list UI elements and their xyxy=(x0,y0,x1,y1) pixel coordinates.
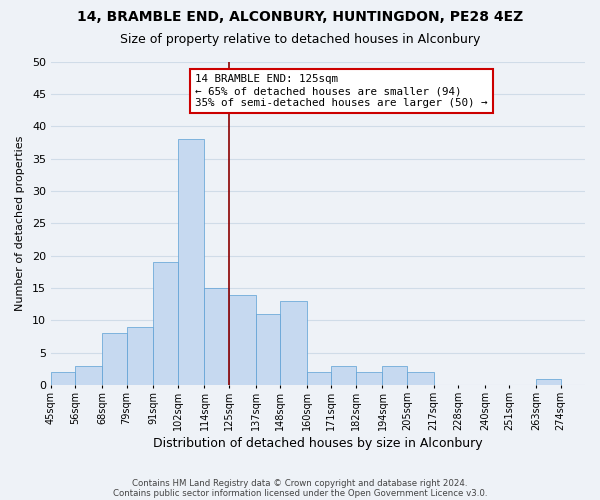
Bar xyxy=(331,366,356,385)
Bar xyxy=(76,366,102,385)
Bar xyxy=(51,372,76,385)
Bar xyxy=(229,294,256,385)
Text: 14, BRAMBLE END, ALCONBURY, HUNTINGDON, PE28 4EZ: 14, BRAMBLE END, ALCONBURY, HUNTINGDON, … xyxy=(77,10,523,24)
Y-axis label: Number of detached properties: Number of detached properties xyxy=(15,136,25,311)
Bar xyxy=(205,288,229,385)
Bar xyxy=(407,372,434,385)
Bar xyxy=(382,366,407,385)
Text: 14 BRAMBLE END: 125sqm
← 65% of detached houses are smaller (94)
35% of semi-det: 14 BRAMBLE END: 125sqm ← 65% of detached… xyxy=(195,74,488,108)
Text: Contains public sector information licensed under the Open Government Licence v3: Contains public sector information licen… xyxy=(113,488,487,498)
Bar xyxy=(356,372,382,385)
Bar xyxy=(536,378,560,385)
Bar xyxy=(256,314,280,385)
Bar xyxy=(280,301,307,385)
Bar xyxy=(307,372,331,385)
Text: Size of property relative to detached houses in Alconbury: Size of property relative to detached ho… xyxy=(120,32,480,46)
X-axis label: Distribution of detached houses by size in Alconbury: Distribution of detached houses by size … xyxy=(153,437,483,450)
Bar xyxy=(102,334,127,385)
Bar xyxy=(127,327,153,385)
Text: Contains HM Land Registry data © Crown copyright and database right 2024.: Contains HM Land Registry data © Crown c… xyxy=(132,478,468,488)
Bar xyxy=(178,139,205,385)
Bar xyxy=(153,262,178,385)
